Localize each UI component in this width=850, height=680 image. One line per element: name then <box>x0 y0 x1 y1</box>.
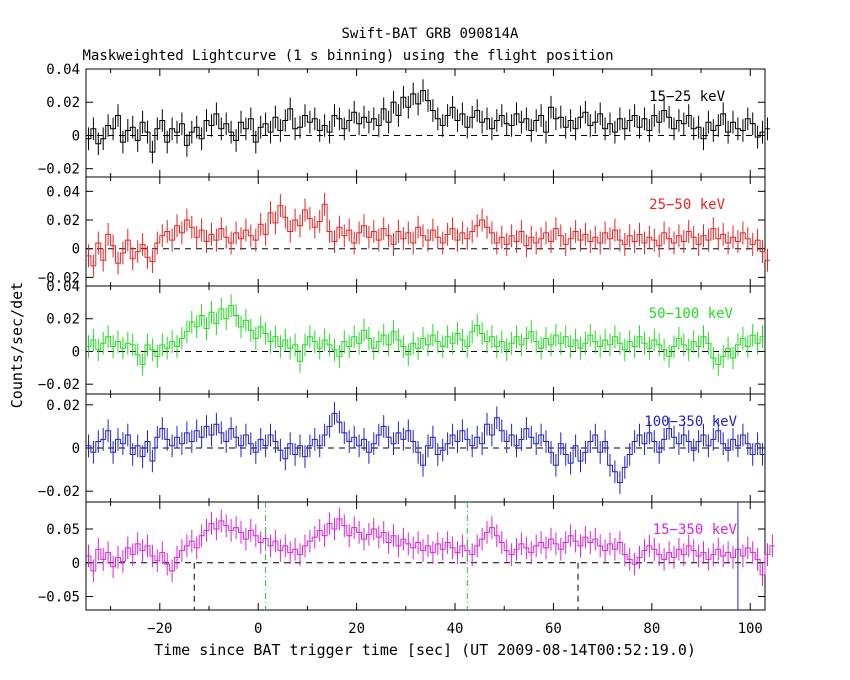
y-tick-label: 0.05 <box>46 522 80 538</box>
error-bars <box>88 192 768 278</box>
panel-frame <box>85 501 766 611</box>
series-label: 100−350 keV <box>644 414 737 430</box>
y-tick-label: 0.04 <box>46 62 80 78</box>
y-tick-label: 0.04 <box>46 279 80 295</box>
x-tick-label: 0 <box>254 621 262 637</box>
y-tick-label: −0.02 <box>38 484 80 500</box>
series-label: 25−50 keV <box>649 197 725 213</box>
y-axis-label: Counts/sec/det <box>8 282 26 408</box>
y-tick-label: 0.02 <box>46 95 80 111</box>
x-tick-label: 20 <box>348 621 365 637</box>
panel: −0.02 0 0.02 100−350 keV <box>38 393 766 503</box>
y-tick-label: 0.02 <box>46 398 80 414</box>
y-tick-label: −0.02 <box>38 270 80 286</box>
y-tick-label: −0.02 <box>38 377 80 393</box>
x-axis-label: Time since BAT trigger time [sec] (UT 20… <box>154 641 696 659</box>
chart-title: Swift-BAT GRB 090814A <box>341 26 519 42</box>
chart-subtitle: Maskweighted Lightcurve (1 s binning) us… <box>82 48 613 64</box>
panel: −0.02 0 0.02 0.04 25−50 keV <box>38 176 770 287</box>
y-tick-label: 0.04 <box>46 184 80 200</box>
x-tick-label: −20 <box>147 621 172 637</box>
x-tick-label: 100 <box>738 621 763 637</box>
y-tick-label: 0.02 <box>46 213 80 229</box>
panels-group: −0.02 0 0.02 0.04 15−25 keV −0.02 0 0.02 0.04 25−… <box>38 62 775 637</box>
panel: −0.05 0 0.05 15−350 keV −20 0 20 40 60 80 100 <box>38 501 775 637</box>
series-label: 50−100 keV <box>649 306 734 322</box>
y-tick-label: 0 <box>72 344 80 360</box>
x-tick-label: 60 <box>545 621 562 637</box>
series-label: 15−350 keV <box>653 522 738 538</box>
panel-frame <box>85 176 766 287</box>
series-step-line <box>86 305 765 365</box>
x-tick-label: 40 <box>447 621 464 637</box>
y-tick-label: 0 <box>72 242 80 258</box>
error-bars <box>88 79 768 164</box>
y-tick-label: 0 <box>72 441 80 457</box>
y-tick-label: −0.05 <box>38 590 80 606</box>
series-label: 15−25 keV <box>649 89 725 105</box>
y-tick-label: −0.02 <box>38 162 80 178</box>
y-tick-label: 0 <box>72 556 80 572</box>
error-bars <box>88 507 773 587</box>
panel-frame <box>85 68 766 178</box>
panel: −0.02 0 0.02 0.04 50−100 keV <box>38 279 766 395</box>
series-step-line <box>86 412 765 484</box>
y-tick-label: 0.02 <box>46 312 80 328</box>
error-bars <box>88 294 763 376</box>
panel: −0.02 0 0.02 0.04 15−25 keV <box>38 62 770 178</box>
error-bars <box>88 402 763 494</box>
y-tick-label: 0 <box>72 128 80 144</box>
x-tick-label: 80 <box>643 621 660 637</box>
